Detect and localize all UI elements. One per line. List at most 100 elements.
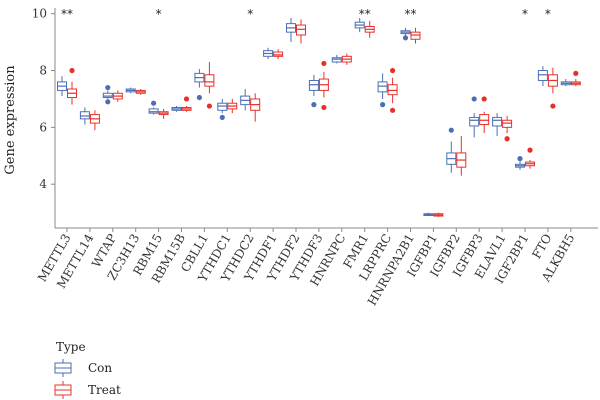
box-con-lrpprc xyxy=(377,73,388,108)
box-con-ythdf2 xyxy=(286,17,296,43)
outlier-point xyxy=(390,67,396,74)
box-treat-rbm15b xyxy=(181,96,192,112)
y-tick-label: 6 xyxy=(39,120,47,134)
outlier-point xyxy=(206,103,212,109)
box-con-elavl1 xyxy=(492,113,503,136)
box-body xyxy=(204,74,215,87)
outlier-point xyxy=(402,35,409,41)
box-con-ythdf1 xyxy=(263,47,274,60)
box-treat-mettl14 xyxy=(89,110,100,131)
outlier-point xyxy=(481,96,487,102)
box-con-rbm15b xyxy=(171,106,182,112)
box-treat-ythdf2 xyxy=(296,19,306,44)
box-con-hnrnpa2b1 xyxy=(400,27,411,41)
box-con-ythdf3 xyxy=(308,74,319,108)
box-treat-mettl3 xyxy=(67,67,77,105)
box-treat-elavl1 xyxy=(502,116,513,142)
box-treat-igfbp1 xyxy=(433,212,444,217)
box-con-rbm15 xyxy=(148,100,159,115)
outlier-point xyxy=(471,96,477,102)
box-body xyxy=(273,51,284,57)
outlier-point xyxy=(390,107,396,113)
box-body xyxy=(410,31,421,40)
box-body xyxy=(79,111,90,120)
box-con-ythdc1 xyxy=(217,98,228,121)
box-con-zc3h13 xyxy=(125,87,136,94)
box-con-hnrnpc xyxy=(331,54,342,64)
box-body xyxy=(148,108,159,114)
outlier-point xyxy=(196,94,202,101)
significance-marker: ** xyxy=(61,7,73,21)
box-treat-igfbp2 xyxy=(456,135,467,176)
outlier-point xyxy=(105,84,111,91)
box-con-alkbh5 xyxy=(560,79,571,87)
outlier-point xyxy=(311,102,317,108)
boxes xyxy=(57,17,581,217)
box-con-mettl3 xyxy=(57,76,67,97)
box-treat-fto xyxy=(547,67,558,109)
box-con-mettl14 xyxy=(79,107,90,125)
outlier-point xyxy=(550,103,556,109)
box-treat-lrpprc xyxy=(387,67,398,113)
legend: Type Con Treat xyxy=(54,340,121,399)
box-body xyxy=(308,79,319,91)
box-con-cbll1 xyxy=(194,69,205,101)
y-tick-label: 8 xyxy=(39,64,47,78)
significance-marker: * xyxy=(522,7,528,21)
outlier-point xyxy=(321,104,327,111)
outlier-point xyxy=(183,96,190,102)
axes: 4 6 8 10 xyxy=(32,7,598,229)
outlier-point xyxy=(105,99,111,105)
outlier-point xyxy=(151,100,157,106)
legend-item-con: Con xyxy=(54,359,112,377)
box-body xyxy=(102,92,113,99)
tick-labels: METTL3METTL14WTAPZC3H13RBM15RBM15BCBLL1Y… xyxy=(35,228,577,308)
legend-item-treat: Treat xyxy=(54,381,121,399)
box-con-fmr1 xyxy=(354,17,365,33)
legend-label: Treat xyxy=(88,383,121,397)
box-body xyxy=(502,119,513,128)
box-body xyxy=(469,116,480,127)
outlier-point xyxy=(448,127,454,133)
outlier-point xyxy=(321,60,327,67)
box-con-igfbp2 xyxy=(446,127,457,173)
box-treat-ythdc2 xyxy=(250,93,261,122)
significance-marker: ** xyxy=(359,7,371,21)
legend-label: Con xyxy=(88,361,112,375)
significance-marker: * xyxy=(247,7,253,21)
outlier-point xyxy=(504,136,510,142)
box-body xyxy=(479,114,490,126)
box-body xyxy=(217,102,228,111)
y-tick-label: 10 xyxy=(32,7,47,21)
box-treat-ythdc1 xyxy=(227,98,238,114)
box-treat-wtap xyxy=(112,90,123,102)
box-body xyxy=(377,81,388,93)
significance-marker: * xyxy=(156,7,162,21)
box-treat-rbm15 xyxy=(158,108,169,119)
box-treat-fmr1 xyxy=(364,20,375,38)
box-con-igfbp3 xyxy=(469,96,480,138)
significance-markers: ** * * ** ** * * xyxy=(61,7,551,21)
box-treat-zc3h13 xyxy=(135,89,146,95)
box-treat-hnrnpa2b1 xyxy=(410,27,421,44)
box-con-igfbp1 xyxy=(423,212,434,217)
box-treat-alkbh5 xyxy=(570,70,581,87)
significance-marker: ** xyxy=(405,7,417,21)
box-body xyxy=(492,116,503,127)
box-con-ythdc2 xyxy=(240,89,251,111)
box-con-wtap xyxy=(102,84,113,105)
box-body xyxy=(387,84,398,96)
box-treat-ythdf1 xyxy=(273,49,284,60)
box-body xyxy=(331,57,342,63)
box-treat-igf2bp1 xyxy=(525,147,535,169)
box-body xyxy=(296,24,306,36)
box-treat-hnrnpc xyxy=(341,53,352,65)
box-con-fto xyxy=(537,66,548,87)
box-treat-ythdf3 xyxy=(318,60,329,111)
outlier-point xyxy=(219,114,225,121)
legend-title: Type xyxy=(56,340,86,354)
box-con-igf2bp1 xyxy=(515,156,525,170)
outlier-point xyxy=(69,67,75,74)
outlier-point xyxy=(517,156,523,162)
